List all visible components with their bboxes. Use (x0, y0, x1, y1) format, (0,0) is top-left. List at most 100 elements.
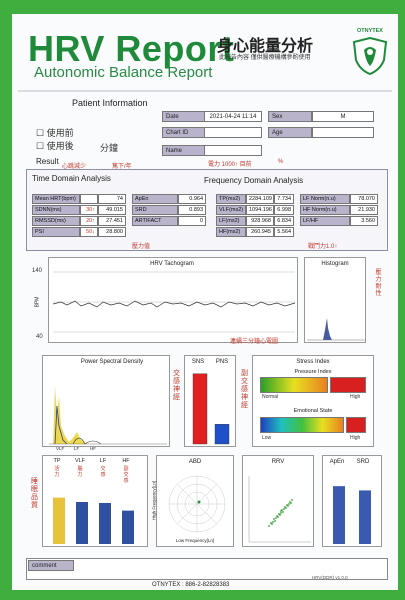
tachogram-y-label: BPM (34, 296, 41, 308)
td-right-label: SRD (132, 205, 178, 215)
histogram-title: Histogram (321, 261, 349, 267)
pressure-index-title: Pressure Index (294, 369, 332, 375)
histogram-panel (304, 257, 366, 343)
after-use-option[interactable]: ☐ 使用後 (36, 141, 74, 151)
freq-domain-title: Frequency Domain Analysis (204, 176, 304, 185)
rrv-title: RRV (271, 459, 285, 465)
sex-label: Sex (268, 111, 312, 122)
date-label: Date (162, 111, 207, 122)
sns-pns-panel (184, 355, 236, 447)
power-bar-note: 腦力 (77, 466, 83, 478)
pns-label: PNS (215, 359, 229, 365)
fd-right-value: 21.930 (350, 205, 378, 215)
apen-label: ApEn (329, 459, 345, 465)
srd-bar (359, 490, 371, 544)
comment-box[interactable] (26, 558, 388, 580)
apen-srd-chart (333, 486, 371, 544)
sns-label: SNS (191, 359, 205, 365)
stress-index-title: Stress Index (296, 359, 330, 365)
apen-srd-panel (322, 455, 382, 547)
td-label: Mean HRT(bpm) (32, 194, 80, 204)
fd-right-value: 78.070 (350, 194, 378, 204)
psd-side-note: 交感神經 (173, 370, 180, 401)
result-note-year: 篤下/年 (112, 164, 132, 170)
fd-right-label: LF Norm(n.u) (300, 194, 350, 204)
power-bar-label: TP (53, 458, 61, 464)
chinese-title: 身心能量分析 (217, 38, 314, 55)
power-bars-panel (42, 455, 148, 547)
td-value: 49.015 (98, 205, 126, 215)
abd-y-label: High Frequency[Ln] (151, 480, 157, 521)
chinese-note: 此報告內容 僅供醫療機構參酌使用 (219, 55, 311, 61)
report-subtitle: Autonomic Balance Report (34, 64, 213, 81)
power-bar-lf (99, 502, 111, 544)
td-right-label: ApEn (132, 194, 178, 204)
fd-label: LF(ms2) (216, 216, 246, 226)
fd-label: HF(ms2) (216, 227, 246, 237)
sns-pns-side-note: 副交感神經 (241, 370, 248, 409)
energy-percent: % (278, 159, 284, 165)
report-title: HRV Report (28, 28, 235, 69)
power-bar-label: LF (99, 458, 107, 464)
stress-value-note: 壓力值 (132, 244, 151, 250)
fd-right-label: HF Norm(n.u) (300, 205, 350, 215)
fd-right-label: LF/HF (300, 216, 350, 226)
company-footer: OTNYTEX : 886-2-82828383 (152, 582, 230, 588)
after-use-label: 使用後 (46, 141, 74, 151)
power-bar-label: VLF (74, 458, 86, 464)
result-note-heart: 心跳減少 (62, 164, 87, 170)
abd-title: ABD (188, 459, 202, 465)
tachogram-title: HRV Tachogram (150, 261, 194, 267)
power-bars-chart (53, 497, 134, 544)
result-label: Result (36, 157, 59, 166)
td-right-value: 0.964 (178, 194, 206, 204)
combat-power-note: 戰鬥力1.0↑ (308, 244, 338, 250)
sex-value: M (312, 111, 374, 122)
fd-right-value: 3.560 (350, 216, 378, 226)
tachogram-y-top: 140 (32, 268, 43, 274)
rrv-panel (242, 455, 314, 547)
td-label: PSI (32, 227, 80, 237)
pressure-high-label: High (350, 394, 361, 400)
fd-value-ln: 7.734 (274, 194, 294, 204)
fd-label: TP(ms2) (216, 194, 246, 204)
td-value: 27.451 (98, 216, 126, 226)
psd-title: Power Spectral Density (80, 359, 144, 365)
sns-bar (192, 373, 208, 445)
srd-label: SRD (356, 459, 370, 465)
fd-value-ln: 6.834 (274, 216, 294, 226)
pns-bar (214, 423, 230, 445)
fd-value-ln: 6.998 (274, 205, 294, 215)
td-mark (80, 194, 98, 204)
psd-axis-vlf: VLF (56, 446, 65, 451)
td-label: SDNN(ms) (32, 205, 80, 215)
fd-value: 928.968 (246, 216, 274, 226)
name-value (204, 145, 262, 156)
psd-axis-hf: HF (90, 446, 96, 451)
fd-value: 2284.109 (246, 194, 274, 204)
td-value: 28.800 (98, 227, 126, 237)
name-label: Name (162, 145, 207, 156)
minutes-label: 分鐘 (100, 143, 119, 153)
energy-note: 電力 1000↑ 目前 (208, 162, 252, 168)
before-use-option[interactable]: ☐ 使用前 (36, 128, 74, 138)
tachogram-panel (48, 257, 298, 343)
age-value (312, 127, 374, 138)
td-right-value: 0.893 (178, 205, 206, 215)
pressure-low-label: Normal (262, 394, 279, 400)
psd-axis-lf: LF (74, 446, 80, 451)
td-right-value: 0 (178, 216, 206, 226)
version-text: HRV(DDR) v1.0.0 (312, 575, 348, 580)
comment-label: comment (28, 560, 74, 571)
td-mark: 30↑ (80, 205, 98, 215)
header-divider (18, 90, 392, 92)
tachogram-note: 連續三分鐘心電圖 (230, 339, 279, 345)
histogram-note: 壓力耐性 (375, 270, 382, 297)
power-bar-note: 副交感 (123, 466, 129, 484)
td-mark: 20↑ (80, 216, 98, 226)
pressure-high-block (330, 377, 366, 393)
chart-id-value (204, 127, 262, 138)
td-label: RMSSD(ms) (32, 216, 80, 226)
power-bar-label: HF (122, 458, 130, 464)
emotional-low-label: Low (262, 435, 272, 441)
